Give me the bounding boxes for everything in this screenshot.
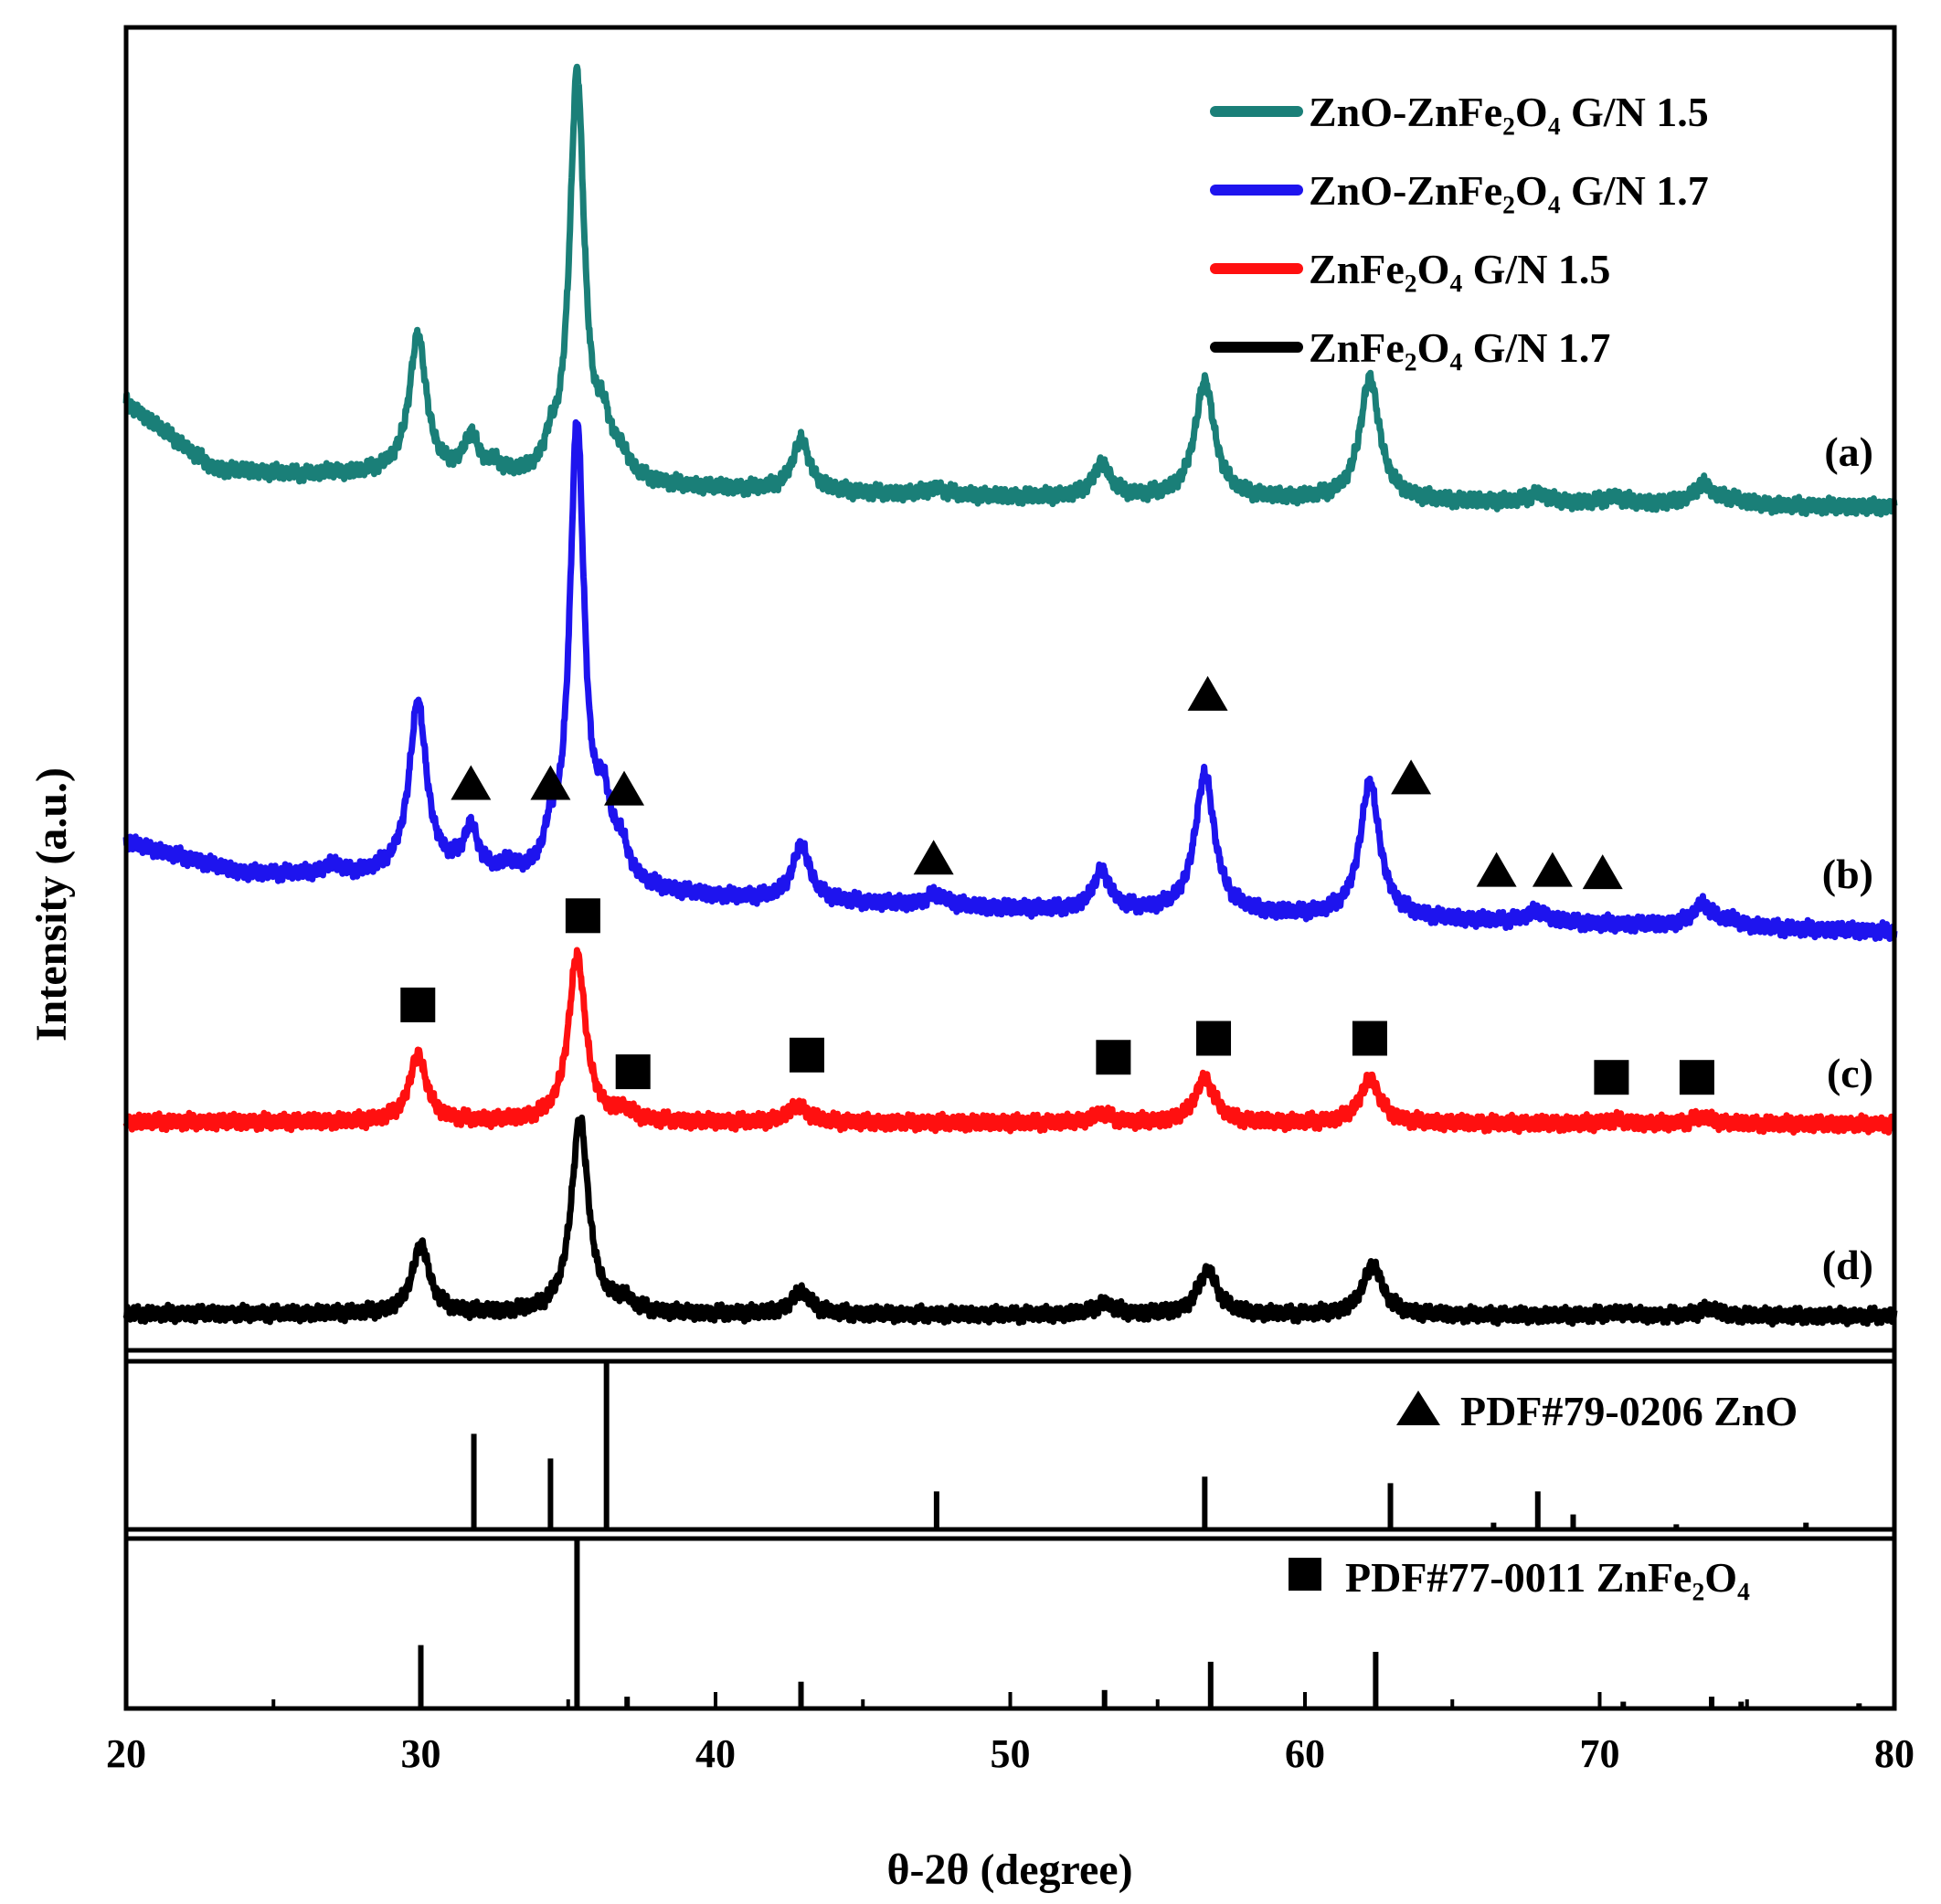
x-tick-label-60: 60 bbox=[1285, 1731, 1325, 1776]
legend-label-c: ZnFe₂O₄ G/N 1.5 bbox=[1309, 246, 1610, 292]
curve-label-c: (c) bbox=[1827, 1050, 1873, 1096]
znfe2o4-phase-marker-0 bbox=[400, 987, 436, 1022]
zno-phase-marker-8 bbox=[1582, 854, 1623, 890]
curve-c bbox=[122, 947, 1897, 1136]
x-tick-label-50: 50 bbox=[991, 1731, 1031, 1776]
curve-a bbox=[122, 63, 1898, 518]
znfe2o4-phase-marker-8 bbox=[1679, 1060, 1714, 1095]
zno-phase-marker-7 bbox=[1532, 852, 1573, 887]
x-tick-label-70: 70 bbox=[1580, 1731, 1620, 1776]
square-marker-icon bbox=[1289, 1558, 1321, 1591]
curve-label-a: (a) bbox=[1824, 428, 1873, 475]
znfe2o4-phase-marker-6 bbox=[1352, 1021, 1387, 1056]
znfe2o4-phase-marker-7 bbox=[1594, 1060, 1629, 1095]
x-axis-title: θ-2θ (degree) bbox=[886, 1846, 1132, 1894]
reference-sticks-zno bbox=[471, 1363, 1809, 1528]
legend-entry-b: ZnO-ZnFe₂O₄ G/N 1.7 bbox=[1210, 167, 1709, 214]
y-axis-title: Intensity (a.u.) bbox=[27, 767, 76, 1042]
triangle-marker-icon bbox=[1396, 1391, 1440, 1425]
reference-label-zno: PDF#79-0206 ZnO bbox=[1460, 1388, 1798, 1434]
curve-label-d: (d) bbox=[1822, 1242, 1873, 1288]
reference-panel-znfe2o4: PDF#77-0011 ZnFe₂O₄ bbox=[418, 1540, 1862, 1707]
zno-phase-marker-2 bbox=[604, 770, 645, 806]
znfe2o4-phase-marker-5 bbox=[1196, 1021, 1232, 1056]
x-tick-label-20: 20 bbox=[106, 1731, 146, 1776]
znfe2o4-phase-marker-2 bbox=[615, 1054, 651, 1090]
legend-entry-a: ZnO-ZnFe₂O₄ G/N 1.5 bbox=[1210, 89, 1709, 135]
legend-label-a: ZnO-ZnFe₂O₄ G/N 1.5 bbox=[1309, 89, 1709, 135]
reference-panel-zno: PDF#79-0206 ZnO bbox=[471, 1363, 1809, 1528]
curve-d bbox=[122, 1114, 1898, 1328]
x-axis: 20 30 40 50 60 70 80 bbox=[106, 1692, 1914, 1776]
main-panel: (a) (b) (c) (d) ZnO-ZnFe₂O₄ G/N 1.5 ZnO-ZnF… bbox=[122, 63, 1898, 1328]
znfe2o4-phase-marker-1 bbox=[565, 898, 600, 934]
legend-entry-c: ZnFe₂O₄ G/N 1.5 bbox=[1210, 246, 1610, 292]
znfe2o4-phase-marker-3 bbox=[789, 1037, 824, 1073]
legend: ZnO-ZnFe₂O₄ G/N 1.5 ZnO-ZnFe₂O₄ G/N 1.7 … bbox=[1210, 89, 1709, 371]
reference-label-znfe2o4: PDF#77-0011 ZnFe₂O₄ bbox=[1345, 1554, 1750, 1601]
curve-label-b: (b) bbox=[1822, 851, 1873, 897]
zno-phase-marker-4 bbox=[1187, 675, 1228, 711]
x-tick-label-30: 30 bbox=[401, 1731, 441, 1776]
znfe2o4-phase-marker-4 bbox=[1096, 1040, 1131, 1075]
legend-label-b: ZnO-ZnFe₂O₄ G/N 1.7 bbox=[1309, 167, 1709, 214]
x-tick-label-80: 80 bbox=[1874, 1731, 1914, 1776]
curve-b bbox=[122, 418, 1898, 942]
zno-phase-marker-1 bbox=[530, 765, 571, 800]
curve-labels: (a) (b) (c) (d) bbox=[1822, 428, 1873, 1288]
legend-entry-d: ZnFe₂O₄ G/N 1.7 bbox=[1210, 324, 1610, 371]
legend-label-d: ZnFe₂O₄ G/N 1.7 bbox=[1309, 324, 1610, 371]
zno-phase-marker-5 bbox=[1391, 759, 1432, 795]
zno-phase-marker-6 bbox=[1476, 852, 1517, 887]
zno-phase-marker-3 bbox=[913, 840, 954, 875]
phase-markers bbox=[400, 675, 1714, 1095]
x-tick-label-40: 40 bbox=[695, 1731, 736, 1776]
diffraction-curves bbox=[122, 63, 1898, 1328]
zno-phase-marker-0 bbox=[451, 765, 492, 800]
